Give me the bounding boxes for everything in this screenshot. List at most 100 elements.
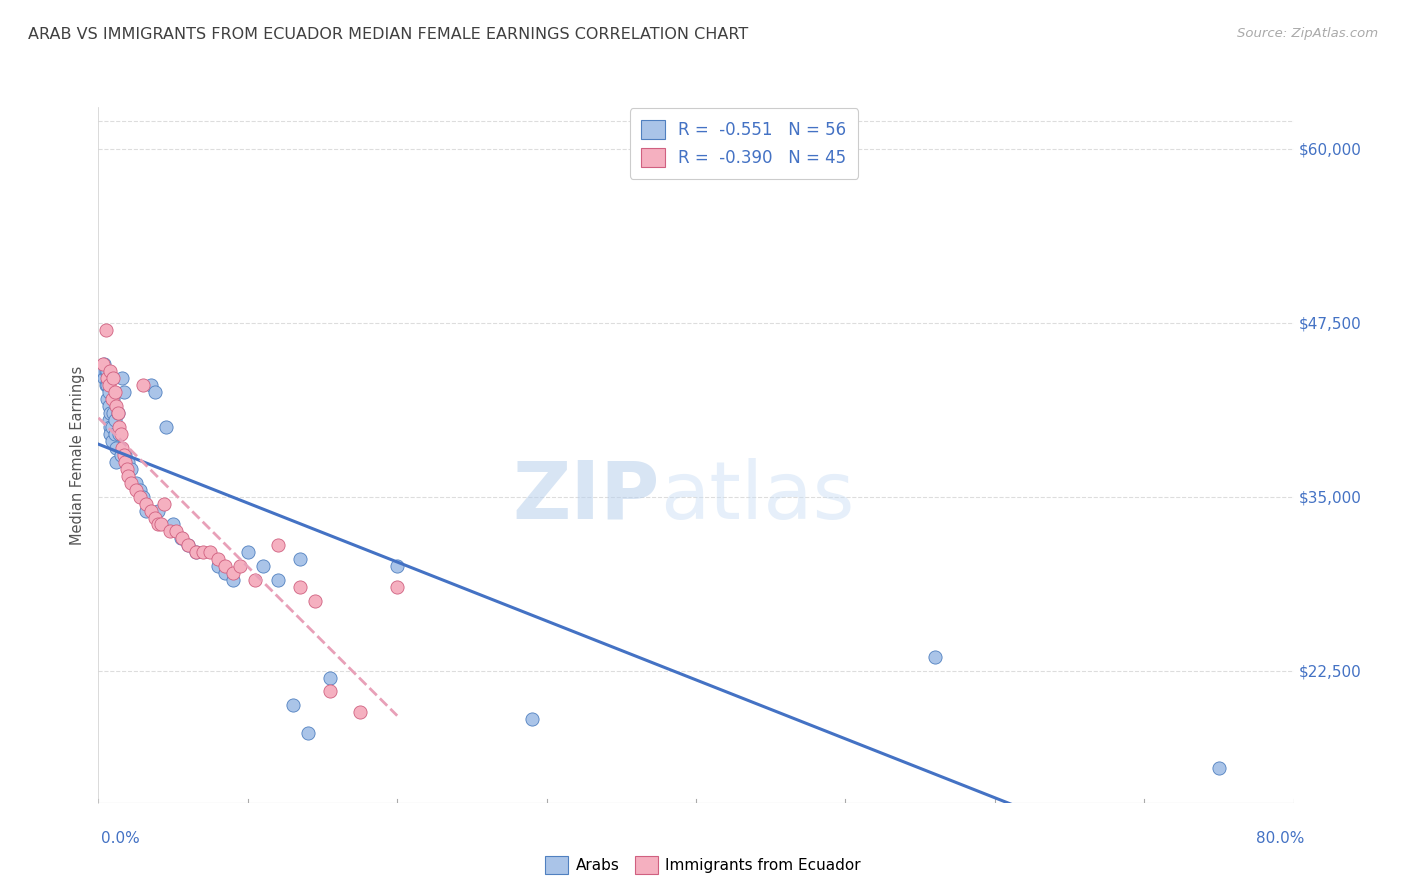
Point bbox=[97, 385, 120, 400]
Point bbox=[214, 566, 236, 581]
Point bbox=[143, 385, 166, 400]
Point bbox=[125, 475, 148, 490]
Point bbox=[1208, 761, 1230, 775]
Point bbox=[120, 475, 142, 490]
Text: Source: ZipAtlas.com: Source: ZipAtlas.com bbox=[1237, 27, 1378, 40]
Point bbox=[129, 483, 152, 497]
Y-axis label: Median Female Earnings: Median Female Earnings bbox=[70, 366, 86, 544]
Point bbox=[135, 503, 157, 517]
Point bbox=[94, 378, 117, 392]
Point bbox=[114, 455, 136, 469]
Point bbox=[288, 552, 311, 566]
Point bbox=[252, 559, 274, 574]
Point bbox=[229, 559, 252, 574]
Point bbox=[101, 434, 124, 448]
Point bbox=[319, 671, 342, 685]
Point bbox=[108, 420, 131, 434]
Point bbox=[107, 406, 129, 420]
Point bbox=[135, 497, 157, 511]
Point bbox=[319, 684, 342, 698]
Point bbox=[112, 385, 135, 400]
Legend: R =  -0.551   N = 56, R =  -0.390   N = 45: R = -0.551 N = 56, R = -0.390 N = 45 bbox=[630, 109, 858, 178]
Point bbox=[100, 406, 122, 420]
Point bbox=[103, 371, 125, 385]
Point bbox=[297, 726, 319, 740]
Point bbox=[207, 552, 229, 566]
Point bbox=[148, 517, 170, 532]
Point bbox=[349, 706, 371, 720]
Point bbox=[165, 524, 187, 539]
Point bbox=[105, 399, 128, 413]
Text: atlas: atlas bbox=[661, 458, 855, 536]
Point bbox=[107, 406, 129, 420]
Point bbox=[96, 371, 118, 385]
Point bbox=[101, 420, 124, 434]
Point bbox=[114, 448, 136, 462]
Point bbox=[148, 503, 170, 517]
Point bbox=[110, 448, 132, 462]
Point bbox=[267, 573, 290, 587]
Point bbox=[139, 378, 162, 392]
Point bbox=[103, 392, 125, 407]
Point bbox=[222, 573, 245, 587]
Point bbox=[288, 580, 311, 594]
Point bbox=[94, 323, 117, 337]
Point bbox=[100, 420, 122, 434]
Point bbox=[153, 497, 176, 511]
Point bbox=[177, 538, 200, 552]
Point bbox=[104, 413, 127, 427]
Point bbox=[159, 524, 181, 539]
Point bbox=[139, 503, 162, 517]
Point bbox=[110, 427, 132, 442]
Point bbox=[132, 490, 155, 504]
Point bbox=[184, 545, 207, 559]
Point bbox=[91, 364, 114, 378]
Point bbox=[177, 538, 200, 552]
Point bbox=[520, 712, 543, 726]
Point bbox=[245, 573, 267, 587]
Point bbox=[236, 545, 259, 559]
Point bbox=[108, 427, 131, 442]
Text: 80.0%: 80.0% bbox=[1257, 831, 1305, 846]
Point bbox=[93, 371, 115, 385]
Point bbox=[120, 462, 142, 476]
Point bbox=[101, 392, 124, 407]
Point bbox=[150, 517, 173, 532]
Point bbox=[111, 371, 134, 385]
Point bbox=[191, 545, 214, 559]
Point bbox=[281, 698, 304, 713]
Text: ARAB VS IMMIGRANTS FROM ECUADOR MEDIAN FEMALE EARNINGS CORRELATION CHART: ARAB VS IMMIGRANTS FROM ECUADOR MEDIAN F… bbox=[28, 27, 748, 42]
Point bbox=[100, 364, 122, 378]
Point bbox=[132, 378, 155, 392]
Point bbox=[100, 427, 122, 442]
Point bbox=[184, 545, 207, 559]
Point bbox=[125, 483, 148, 497]
Point bbox=[169, 532, 191, 546]
Point bbox=[97, 399, 120, 413]
Text: 0.0%: 0.0% bbox=[101, 831, 141, 846]
Point bbox=[105, 441, 128, 455]
Point bbox=[267, 538, 290, 552]
Point bbox=[172, 532, 194, 546]
Point bbox=[94, 364, 117, 378]
Point bbox=[112, 448, 135, 462]
Point bbox=[93, 358, 115, 372]
Point bbox=[200, 545, 222, 559]
Point bbox=[304, 594, 326, 608]
Text: ZIP: ZIP bbox=[513, 458, 661, 536]
Point bbox=[924, 649, 946, 664]
Point bbox=[111, 441, 134, 455]
Point bbox=[96, 364, 118, 378]
Point bbox=[97, 413, 120, 427]
Point bbox=[385, 580, 409, 594]
Point bbox=[129, 490, 152, 504]
Point bbox=[222, 566, 245, 581]
Point bbox=[103, 406, 125, 420]
Point bbox=[105, 455, 128, 469]
Point bbox=[385, 559, 409, 574]
Point bbox=[104, 385, 127, 400]
Point bbox=[143, 510, 166, 524]
Point bbox=[155, 420, 177, 434]
Point bbox=[96, 378, 118, 392]
Point bbox=[207, 559, 229, 574]
